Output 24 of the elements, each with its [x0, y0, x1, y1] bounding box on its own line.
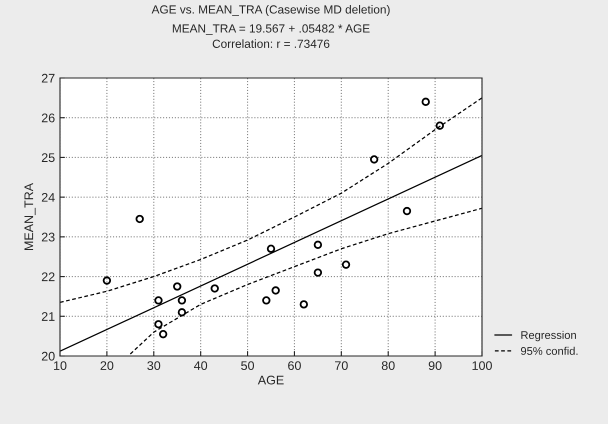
chart-subtitle: MEAN_TRA = 19.567 + .05482 * AGE Correlation: r = .73476	[172, 24, 370, 48]
y-tick-label: 21	[42, 312, 55, 321]
x-axis-title: AGE	[258, 376, 284, 384]
x-tick-label: 50	[241, 361, 254, 370]
y-tick-label: 22	[42, 272, 55, 282]
x-tick-label: 70	[335, 361, 348, 370]
x-tick-label: 40	[194, 361, 208, 370]
y-tick-label: 27	[42, 74, 55, 83]
y-tick-label: 26	[42, 114, 55, 122]
y-tick-label: 20	[42, 352, 55, 361]
x-tick-label: 10	[54, 361, 66, 370]
y-tick-label: 23	[42, 232, 55, 242]
legend-label: 95% confid.	[520, 346, 578, 355]
y-tick-label: 25	[42, 153, 55, 162]
y-tick-label: 24	[42, 192, 55, 202]
x-tick-label: 20	[100, 361, 114, 370]
y-axis-title: MEAN_TRA	[24, 182, 36, 250]
x-tick-label: 90	[428, 361, 442, 370]
x-tick-label: 100	[472, 361, 492, 370]
x-tick-label: 30	[147, 361, 160, 370]
chart-title: AGE vs. MEAN_TRA (Casewise MD deletion)	[152, 5, 390, 16]
x-tick-label: 60	[288, 361, 301, 370]
legend-label: Regression	[521, 330, 576, 342]
x-tick-label: 80	[382, 361, 395, 370]
